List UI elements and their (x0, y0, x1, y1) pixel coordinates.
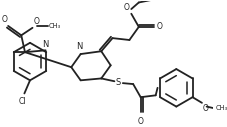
Text: O: O (138, 117, 144, 126)
Text: O: O (33, 17, 39, 26)
Text: O: O (157, 22, 163, 31)
Text: N: N (42, 40, 49, 49)
Text: O: O (1, 15, 7, 24)
Text: CH₃: CH₃ (49, 23, 61, 29)
Text: O: O (123, 3, 129, 12)
Text: Cl: Cl (19, 97, 26, 106)
Text: CH₃: CH₃ (216, 105, 227, 112)
Text: S: S (116, 78, 121, 87)
Text: N: N (76, 42, 83, 51)
Text: O: O (203, 104, 209, 113)
